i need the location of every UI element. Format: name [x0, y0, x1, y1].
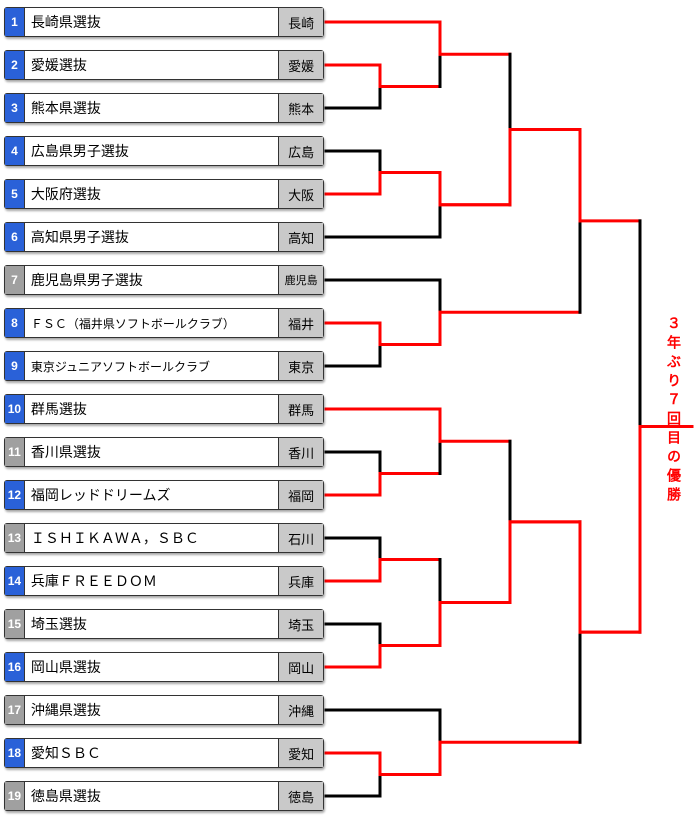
team-number: 9: [5, 352, 25, 380]
team-row: 15埼玉選抜埼玉: [4, 609, 324, 639]
team-name: ＩＳＨＩＫＡＷＡ，ＳＢＣ: [25, 524, 279, 552]
champion-label: ３年ぶり７回目の優勝: [664, 316, 684, 506]
team-prefecture: 岡山: [279, 653, 323, 681]
team-number: 1: [5, 8, 25, 36]
team-prefecture: 熊本: [279, 94, 323, 122]
team-prefecture: 大阪: [279, 180, 323, 208]
team-prefecture: 高知: [279, 223, 323, 251]
team-prefecture: 福岡: [279, 481, 323, 509]
team-number: 11: [5, 438, 25, 466]
team-name: 兵庫ＦＲＥＥＤＯＭ: [25, 567, 279, 595]
team-number: 15: [5, 610, 25, 638]
team-prefecture: 愛媛: [279, 51, 323, 79]
team-row: 16岡山県選抜岡山: [4, 652, 324, 682]
team-prefecture: 福井: [279, 309, 323, 337]
team-name: 香川県選抜: [25, 438, 279, 466]
team-row: 11香川県選抜香川: [4, 437, 324, 467]
team-row: 9東京ジュニアソフトボールクラブ東京: [4, 351, 324, 381]
team-number: 8: [5, 309, 25, 337]
team-number: 16: [5, 653, 25, 681]
team-row: 19徳島県選抜徳島: [4, 781, 324, 811]
team-prefecture: 広島: [279, 137, 323, 165]
team-number: 10: [5, 395, 25, 423]
team-row: 6高知県男子選抜高知: [4, 222, 324, 252]
team-name: ＦＳＣ（福井県ソフトボールクラブ）: [25, 309, 279, 337]
team-number: 13: [5, 524, 25, 552]
team-name: 徳島県選抜: [25, 782, 279, 810]
team-prefecture: 長崎: [279, 8, 323, 36]
team-name: 愛知ＳＢＣ: [25, 739, 279, 767]
team-prefecture: 東京: [279, 352, 323, 380]
team-row: 13ＩＳＨＩＫＡＷＡ，ＳＢＣ石川: [4, 523, 324, 553]
team-number: 7: [5, 266, 25, 294]
team-name: 群馬選抜: [25, 395, 279, 423]
team-prefecture: 沖縄: [279, 696, 323, 724]
team-name: 福岡レッドドリームズ: [25, 481, 279, 509]
team-name: 大阪府選抜: [25, 180, 279, 208]
team-row: 3熊本県選抜熊本: [4, 93, 324, 123]
team-name: 長崎県選抜: [25, 8, 279, 36]
team-prefecture: 鹿児島: [279, 266, 323, 294]
team-name: 愛媛選抜: [25, 51, 279, 79]
team-number: 12: [5, 481, 25, 509]
team-name: 沖縄県選抜: [25, 696, 279, 724]
team-row: 1長崎県選抜長崎: [4, 7, 324, 37]
team-number: 4: [5, 137, 25, 165]
team-prefecture: 埼玉: [279, 610, 323, 638]
team-row: 5大阪府選抜大阪: [4, 179, 324, 209]
team-row: 17沖縄県選抜沖縄: [4, 695, 324, 725]
team-row: 10群馬選抜群馬: [4, 394, 324, 424]
team-number: 6: [5, 223, 25, 251]
team-prefecture: 石川: [279, 524, 323, 552]
team-number: 5: [5, 180, 25, 208]
team-number: 14: [5, 567, 25, 595]
team-prefecture: 兵庫: [279, 567, 323, 595]
team-prefecture: 愛知: [279, 739, 323, 767]
team-row: 12福岡レッドドリームズ福岡: [4, 480, 324, 510]
team-prefecture: 香川: [279, 438, 323, 466]
team-name: 高知県男子選抜: [25, 223, 279, 251]
team-row: 8ＦＳＣ（福井県ソフトボールクラブ）福井: [4, 308, 324, 338]
team-number: 3: [5, 94, 25, 122]
team-row: 7鹿児島県男子選抜鹿児島: [4, 265, 324, 295]
team-name: 広島県男子選抜: [25, 137, 279, 165]
team-name: 東京ジュニアソフトボールクラブ: [25, 352, 279, 380]
team-row: 4広島県男子選抜広島: [4, 136, 324, 166]
team-number: 19: [5, 782, 25, 810]
team-prefecture: 群馬: [279, 395, 323, 423]
team-number: 17: [5, 696, 25, 724]
team-name: 岡山県選抜: [25, 653, 279, 681]
team-name: 埼玉選抜: [25, 610, 279, 638]
team-row: 14兵庫ＦＲＥＥＤＯＭ兵庫: [4, 566, 324, 596]
team-name: 鹿児島県男子選抜: [25, 266, 279, 294]
team-row: 2愛媛選抜愛媛: [4, 50, 324, 80]
team-number: 2: [5, 51, 25, 79]
team-number: 18: [5, 739, 25, 767]
team-name: 熊本県選抜: [25, 94, 279, 122]
team-prefecture: 徳島: [279, 782, 323, 810]
team-row: 18愛知ＳＢＣ愛知: [4, 738, 324, 768]
